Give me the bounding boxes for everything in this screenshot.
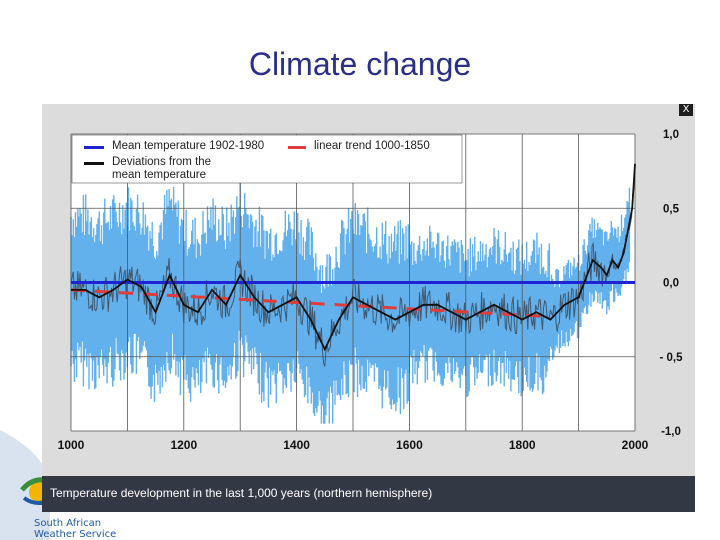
- legend-label-deviation: Deviations from the mean temperature: [112, 156, 212, 181]
- slide-title: Climate change: [248, 46, 472, 82]
- y-tick-label: 1,0: [663, 129, 679, 141]
- x-tick-label: 1400: [283, 438, 310, 452]
- chart-caption: Temperature development in the last 1,00…: [50, 486, 433, 500]
- legend-swatch-deviation: [84, 162, 104, 165]
- legend-label-trend: linear trend 1000-1850: [314, 140, 430, 152]
- chart-frame: 1000 1200 1400 1600 1800 2000 -1,0 - 0,5 0,0 0,5 1…: [42, 104, 695, 512]
- chart-legend: Mean temperature 1902-1980 linear trend …: [74, 134, 464, 184]
- close-button[interactable]: X: [679, 104, 693, 116]
- x-tick-label: 1600: [396, 438, 423, 452]
- legend-box: [71, 134, 463, 184]
- x-tick-label: 1800: [509, 438, 536, 452]
- legend-label-mean: Mean temperature 1902-1980: [112, 140, 265, 152]
- legend-item-deviation: Deviations from the mean temperature: [84, 156, 232, 182]
- linear-trend-line: [70, 288, 551, 319]
- logo-line-2: Weather Service: [34, 529, 117, 540]
- legend-item-trend: linear trend 1000-1850: [288, 140, 430, 153]
- caption-bar: Temperature development in the last 1,00…: [42, 476, 695, 512]
- y-tick-label: 0,0: [663, 278, 679, 290]
- y-tick-label: 0,5: [663, 203, 680, 215]
- legend-swatch-mean: [84, 146, 104, 149]
- y-tick-label: -1,0: [661, 426, 681, 438]
- legend-swatch-trend: [288, 146, 306, 149]
- logo-line-1: South African: [34, 518, 102, 529]
- legend-item-mean: Mean temperature 1902-1980: [84, 140, 264, 153]
- temperature-chart: 1000 1200 1400 1600 1800 2000 -1,0 - 0,5 0,0 0,5 1…: [58, 129, 683, 452]
- x-tick-label: 1200: [170, 438, 197, 452]
- deviation-line: [71, 163, 636, 352]
- y-tick-label: - 0,5: [659, 352, 683, 364]
- x-tick-label: 2000: [622, 438, 649, 452]
- x-tick-label: 1000: [58, 438, 85, 452]
